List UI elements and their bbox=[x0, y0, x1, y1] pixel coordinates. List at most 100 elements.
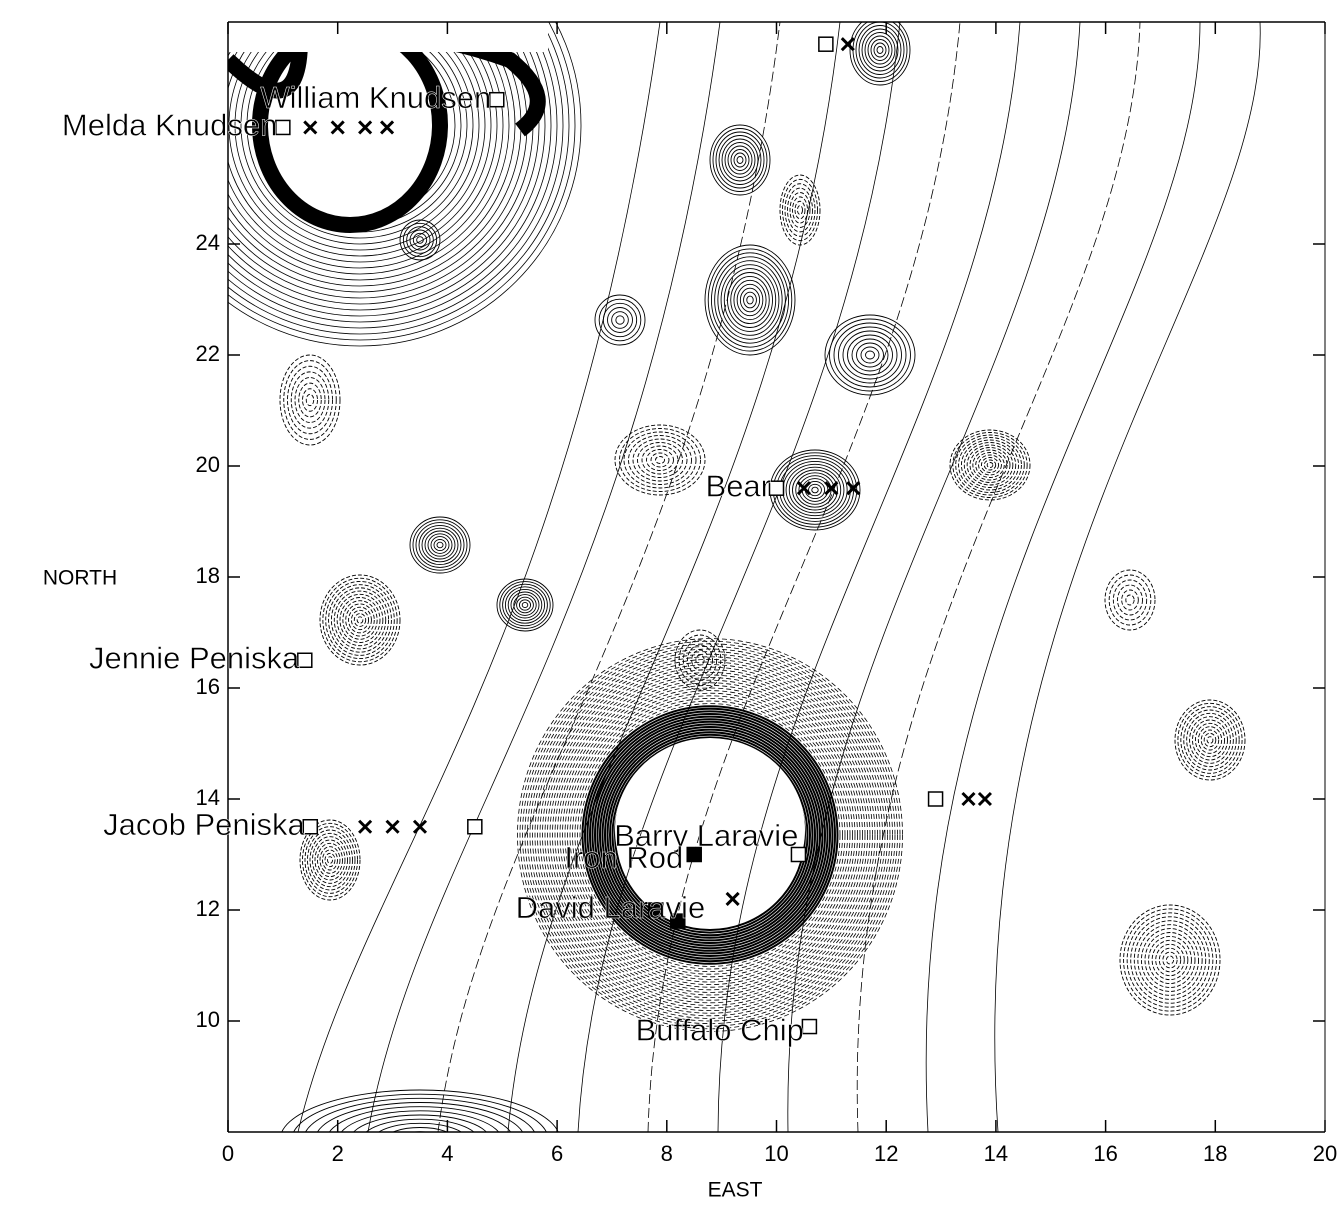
contour-line bbox=[725, 143, 755, 178]
contour-line bbox=[1138, 925, 1202, 996]
contour-line bbox=[315, 1103, 525, 1178]
square-marker bbox=[276, 120, 290, 134]
contour-line bbox=[715, 257, 786, 343]
contour-line bbox=[292, 1094, 549, 1186]
contour-line bbox=[434, 539, 446, 550]
contour-line bbox=[852, 339, 888, 371]
contour-line bbox=[718, 22, 1020, 1132]
crater bbox=[228, 22, 548, 52]
well-label: Bear bbox=[706, 468, 771, 503]
square-marker bbox=[929, 792, 943, 806]
y-tick-label: 18 bbox=[196, 563, 220, 588]
contour-line bbox=[713, 129, 767, 192]
contour-line bbox=[853, 19, 907, 82]
x-tick-label: 12 bbox=[874, 1141, 898, 1166]
contour-line bbox=[976, 453, 1005, 478]
contour-line bbox=[656, 457, 665, 464]
contour-line bbox=[1149, 936, 1192, 983]
contour-line bbox=[397, 1132, 444, 1149]
contour-line bbox=[612, 312, 629, 329]
contour-line bbox=[721, 265, 779, 336]
contour-line bbox=[722, 139, 758, 181]
contour-line bbox=[737, 284, 763, 315]
contour-line bbox=[1109, 575, 1151, 625]
contour-line bbox=[320, 847, 340, 874]
contour-line bbox=[785, 184, 815, 237]
cross-marker bbox=[825, 482, 837, 494]
contour-line bbox=[861, 347, 879, 363]
contour-line bbox=[866, 351, 875, 359]
contour-line bbox=[315, 840, 345, 880]
x-axis-label: EAST bbox=[708, 1179, 763, 1202]
chart: NORTH EAST 02468101214161820101214161820… bbox=[0, 0, 1339, 1207]
contour-line bbox=[728, 146, 752, 174]
contour-line bbox=[790, 193, 810, 228]
contour-line bbox=[310, 833, 350, 886]
contour-line bbox=[734, 280, 766, 319]
contour-line bbox=[788, 22, 1080, 1132]
contour-line bbox=[642, 446, 678, 474]
contour-line bbox=[306, 394, 314, 405]
contour-line bbox=[362, 1119, 479, 1161]
contour-line bbox=[1166, 956, 1173, 964]
contour-line bbox=[1141, 929, 1198, 992]
x-tick-label: 10 bbox=[764, 1141, 788, 1166]
contour-line bbox=[413, 520, 467, 570]
contour-line bbox=[280, 355, 340, 445]
contour-line bbox=[1152, 940, 1188, 979]
contour-line bbox=[1207, 737, 1213, 744]
well-label: Buffalo Chip bbox=[636, 1012, 804, 1047]
contour-line bbox=[812, 487, 818, 493]
contour-line bbox=[964, 443, 1015, 488]
contour-line bbox=[595, 295, 645, 345]
contour-line bbox=[1163, 952, 1177, 968]
contour-line bbox=[1105, 570, 1155, 630]
contour-line bbox=[959, 438, 1022, 493]
cross-marker bbox=[414, 821, 426, 833]
contour-line bbox=[408, 1136, 431, 1144]
contour-line bbox=[798, 206, 803, 215]
contour-line bbox=[724, 269, 775, 332]
contour-line bbox=[843, 331, 897, 379]
contour-line bbox=[500, 582, 550, 629]
contour-line bbox=[413, 233, 426, 246]
contour-line bbox=[956, 435, 1025, 495]
x-tick-label: 6 bbox=[551, 1141, 563, 1166]
contour-line bbox=[1184, 710, 1237, 770]
contour-line bbox=[1193, 720, 1228, 760]
contour-line bbox=[1126, 595, 1134, 605]
contour-line bbox=[926, 22, 1200, 1132]
contour-line bbox=[354, 614, 365, 627]
contour-line bbox=[747, 296, 753, 304]
contour-line bbox=[280, 1090, 560, 1190]
contour-line bbox=[848, 335, 893, 375]
contour-line bbox=[874, 43, 886, 57]
contour-line bbox=[1120, 905, 1220, 1015]
contour-line bbox=[780, 459, 851, 522]
well-label: William Knudsen bbox=[260, 80, 491, 115]
square-marker bbox=[303, 820, 317, 834]
cross-marker bbox=[842, 38, 854, 50]
contour-line bbox=[522, 602, 528, 607]
contour-line bbox=[984, 460, 995, 470]
y-axis-label: NORTH bbox=[43, 567, 117, 590]
well-label: Melda Knudsen bbox=[62, 108, 277, 143]
cross-marker bbox=[979, 793, 991, 805]
contour-line bbox=[508, 589, 542, 620]
contour-line bbox=[1178, 703, 1242, 776]
square-marker bbox=[819, 37, 833, 51]
contour-line bbox=[603, 303, 636, 336]
contour-line bbox=[830, 319, 911, 391]
cross-marker bbox=[359, 821, 371, 833]
x-tick-label: 8 bbox=[661, 1141, 673, 1166]
contour-line bbox=[320, 575, 400, 665]
contour-line bbox=[325, 853, 335, 866]
contour-line bbox=[877, 47, 883, 54]
contour-line bbox=[1198, 727, 1221, 754]
contour-line bbox=[795, 201, 805, 219]
contour-line bbox=[303, 389, 318, 412]
x-tick-label: 14 bbox=[984, 1141, 1008, 1166]
contour-line bbox=[1127, 913, 1213, 1007]
contour-line bbox=[599, 299, 641, 341]
contour-line bbox=[1187, 713, 1234, 766]
